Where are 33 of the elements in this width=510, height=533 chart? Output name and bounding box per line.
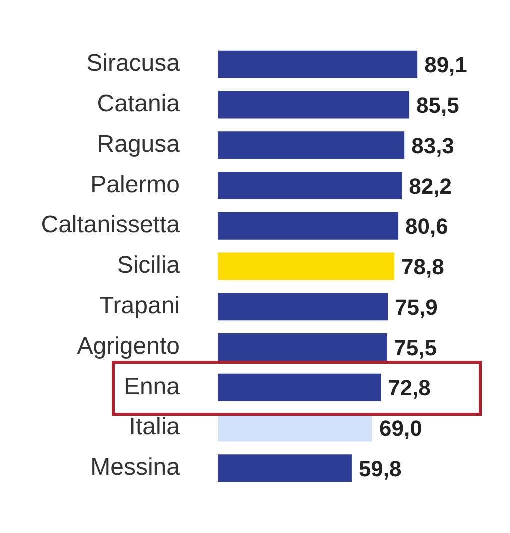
y-tick-label: Enna	[124, 373, 181, 400]
bar	[218, 212, 399, 240]
y-tick-label: Caltanissetta	[41, 212, 181, 239]
data-label: 75,5	[394, 335, 437, 360]
y-tick-label: Italia	[129, 414, 181, 441]
data-label: 82,2	[409, 174, 452, 199]
bar	[218, 454, 352, 482]
bar	[218, 414, 373, 442]
data-label: 89,1	[424, 52, 468, 78]
data-label: 85,5	[416, 93, 460, 118]
y-tick-label: Palermo	[90, 171, 180, 198]
bar	[218, 132, 405, 160]
y-tick-label: Trapani	[100, 292, 180, 320]
y-tick-label: Sicilia	[117, 252, 181, 280]
bar	[218, 50, 418, 78]
data-label: 83,3	[412, 133, 454, 158]
bar	[218, 293, 388, 321]
data-label: 69,0	[380, 416, 422, 442]
y-tick-label: Agrigento	[77, 332, 180, 360]
y-tick-label: Ragusa	[97, 130, 181, 158]
bar	[218, 172, 402, 200]
data-label: 72,8	[388, 376, 431, 401]
y-tick-label: Catania	[97, 90, 181, 118]
bar	[218, 91, 410, 119]
y-tick-label: Messina	[90, 454, 181, 482]
bar	[218, 374, 382, 402]
data-label: 78,8	[402, 254, 444, 280]
data-label: 80,6	[406, 214, 448, 240]
bar	[218, 252, 395, 280]
y-tick-label: Siracusa	[86, 50, 181, 78]
data-label: 75,9	[395, 294, 438, 320]
data-label: 59,8	[358, 456, 402, 482]
bar	[218, 334, 388, 361]
